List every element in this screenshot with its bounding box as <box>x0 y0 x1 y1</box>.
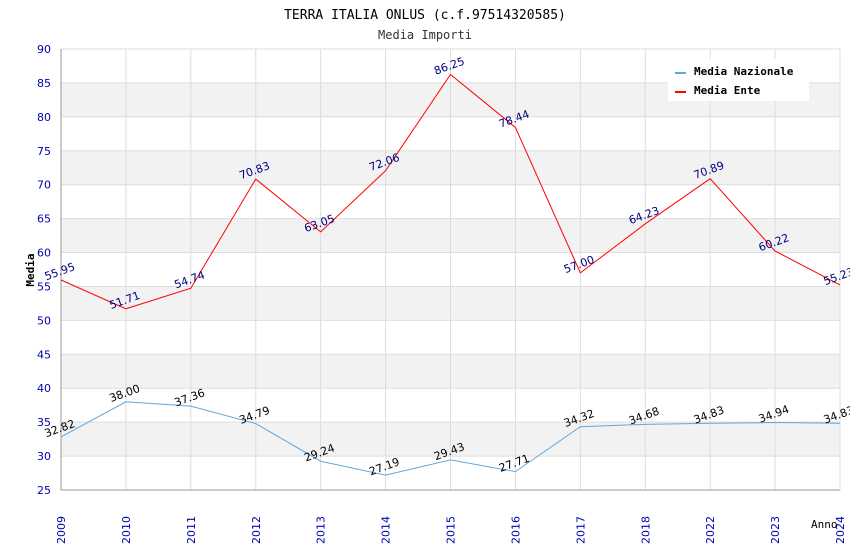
x-tick-label: 2013 <box>315 516 328 544</box>
x-tick-label: 2022 <box>704 516 717 544</box>
y-tick-label: 35 <box>37 416 51 429</box>
y-tick-label: 80 <box>37 111 51 124</box>
data-label: 57.00 <box>562 253 596 276</box>
axes <box>60 49 840 491</box>
x-tick-label: 2023 <box>769 516 782 544</box>
chart-subtitle: Media Importi <box>378 28 472 42</box>
y-tick-label: 70 <box>37 179 51 192</box>
y-tick-label: 50 <box>37 314 51 327</box>
legend: Media Nazionale Media Ente <box>668 59 809 101</box>
x-tick-label: 2011 <box>185 516 198 544</box>
x-axis-label: Anno <box>811 518 838 531</box>
x-tick-label: 2010 <box>120 516 133 544</box>
y-tick-labels: 25 30 35 40 45 50 55 60 65 70 75 80 85 90 <box>37 43 51 497</box>
x-tick-label: 2018 <box>639 516 652 544</box>
chart-title: TERRA ITALIA ONLUS (c.f.97514320585) <box>284 8 566 23</box>
data-label: 86.25 <box>432 55 466 78</box>
data-label: 55.23 <box>822 265 850 288</box>
gridlines <box>60 48 841 491</box>
y-tick-label: 45 <box>37 348 51 361</box>
y-tick-label: 25 <box>37 484 51 497</box>
x-tick-label: 2015 <box>445 516 458 544</box>
x-tick-label: 2017 <box>574 516 587 544</box>
x-tick-label: 2014 <box>380 516 393 544</box>
y-tick-label: 85 <box>37 77 51 90</box>
x-tick-label: 2012 <box>250 516 263 544</box>
series-lines <box>60 73 841 476</box>
x-tick-label: 2009 <box>55 516 68 544</box>
legend-box <box>668 59 809 101</box>
y-tick-label: 60 <box>37 247 51 260</box>
y-tick-label: 90 <box>37 43 51 56</box>
x-tick-labels: 2009 2010 2011 2012 2013 2014 2015 2016 2017 2018… <box>55 516 847 544</box>
y-tick-label: 40 <box>37 382 51 395</box>
x-tick-label: 2024 <box>834 516 847 544</box>
y-tick-label: 75 <box>37 145 51 158</box>
series-line-media-nazionale <box>60 401 841 476</box>
x-tick-label: 2016 <box>509 516 522 544</box>
legend-label-media-ente: Media Ente <box>694 84 761 97</box>
series-line-media-ente <box>60 73 841 310</box>
y-tick-label: 65 <box>37 213 51 226</box>
data-label: 55.95 <box>43 260 77 283</box>
y-tick-label: 30 <box>37 450 51 463</box>
legend-label-media-nazionale: Media Nazionale <box>694 65 794 78</box>
y-tick-label: 55 <box>37 280 51 293</box>
y-axis-label: Media <box>24 253 37 286</box>
